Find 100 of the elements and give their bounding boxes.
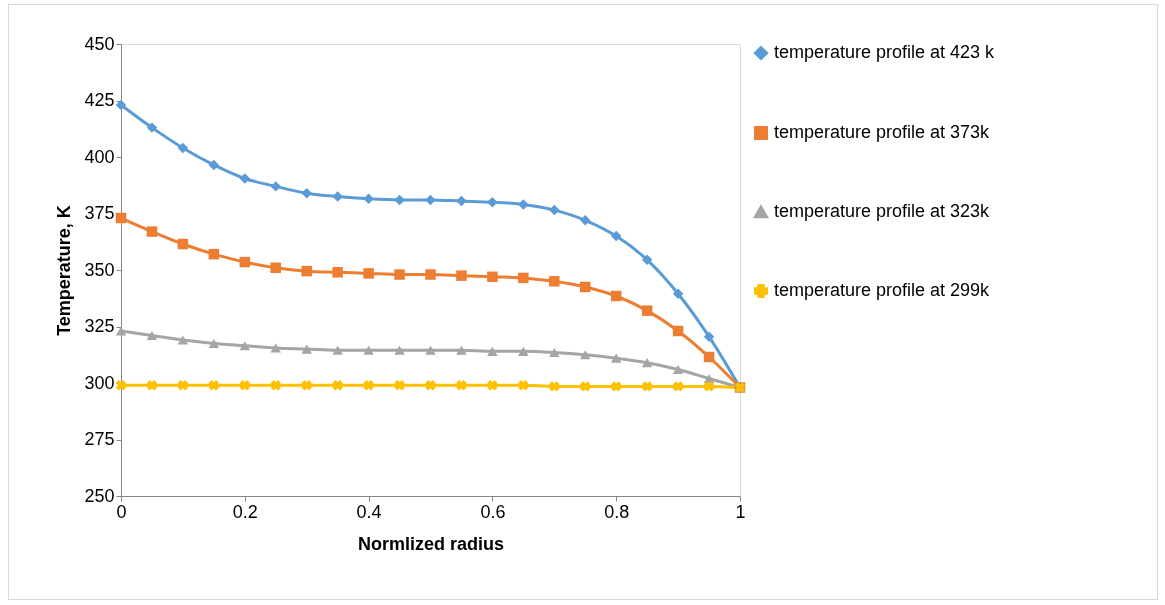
point (703, 381, 715, 392)
point (177, 380, 189, 391)
x-tick-label: 0.4 (356, 501, 382, 522)
point (301, 187, 312, 199)
point (641, 381, 653, 392)
point (456, 380, 467, 391)
point (425, 345, 436, 355)
point (332, 191, 343, 202)
point (487, 271, 498, 283)
point (363, 268, 374, 279)
x-tick-label: 1 (735, 501, 746, 522)
point (301, 265, 312, 277)
y-tick-label: 250 (84, 485, 115, 506)
point (518, 272, 529, 284)
point (580, 215, 591, 226)
point (641, 358, 653, 368)
point (672, 325, 684, 337)
point (363, 193, 374, 205)
point (394, 345, 405, 355)
y-tick-label: 425 (84, 90, 115, 110)
point (549, 347, 560, 358)
point (456, 345, 467, 355)
point (239, 380, 250, 391)
x-tick-label: 0.6 (480, 501, 506, 522)
point (394, 269, 405, 280)
point (177, 142, 189, 154)
x-tick-label: 0.2 (232, 501, 258, 522)
point (672, 288, 684, 299)
point (146, 331, 158, 341)
point (208, 248, 220, 260)
y-tick-label: 400 (84, 146, 115, 167)
point (363, 345, 374, 355)
point (208, 338, 220, 348)
legend-label: temperature profile at 323k (774, 201, 991, 221)
point (456, 195, 467, 207)
point (208, 380, 220, 391)
point (580, 350, 591, 360)
y-tick-label: 450 (84, 33, 115, 54)
point (115, 212, 127, 224)
point (146, 122, 158, 133)
point (363, 380, 374, 391)
point (115, 380, 127, 391)
point (208, 159, 220, 171)
point (177, 335, 189, 345)
legend-label: temperature profile at 373k (774, 122, 991, 142)
point (487, 346, 498, 356)
point (610, 290, 622, 302)
point (580, 381, 591, 392)
point (115, 326, 127, 336)
point (146, 226, 158, 237)
y-tick-label: 350 (84, 259, 115, 280)
point (270, 181, 281, 192)
x-axis-title: Normlized radius (357, 533, 505, 554)
point (301, 380, 312, 391)
point (672, 364, 684, 374)
point (703, 351, 715, 363)
point (332, 345, 343, 355)
point (487, 380, 498, 391)
point (239, 173, 251, 184)
y-tick-label: 275 (84, 429, 115, 449)
point (610, 353, 622, 363)
point (456, 270, 467, 281)
point (703, 331, 715, 342)
point (239, 341, 251, 351)
point (332, 380, 343, 391)
point (146, 380, 158, 391)
y-tick-label: 375 (84, 203, 115, 223)
point (115, 99, 127, 111)
point (549, 204, 560, 216)
point (301, 344, 312, 354)
point (394, 380, 405, 391)
point (549, 276, 560, 287)
y-tick-label: 325 (84, 316, 115, 336)
point (487, 196, 498, 208)
point (672, 381, 684, 392)
point (270, 262, 281, 273)
legend-label: temperature profile at 299k (774, 280, 991, 300)
point (239, 256, 251, 268)
point (641, 254, 653, 266)
y-tick-label: 300 (84, 372, 115, 393)
point (394, 194, 405, 206)
point (518, 199, 529, 210)
legend-label: temperature profile at 423 k (774, 42, 996, 62)
point (610, 230, 622, 242)
point (611, 381, 622, 392)
x-tick-label: 0.8 (604, 501, 630, 522)
point (270, 343, 281, 353)
x-tick-label: 0 (116, 501, 127, 522)
point (332, 267, 343, 278)
point (518, 380, 529, 391)
point (425, 194, 436, 206)
point (177, 238, 189, 250)
point (518, 346, 529, 356)
point (641, 305, 653, 316)
point (425, 269, 436, 280)
y-axis-title: Temperature, K (54, 205, 75, 336)
point (425, 380, 436, 391)
point (549, 381, 560, 392)
point (580, 281, 591, 293)
point (270, 380, 281, 391)
